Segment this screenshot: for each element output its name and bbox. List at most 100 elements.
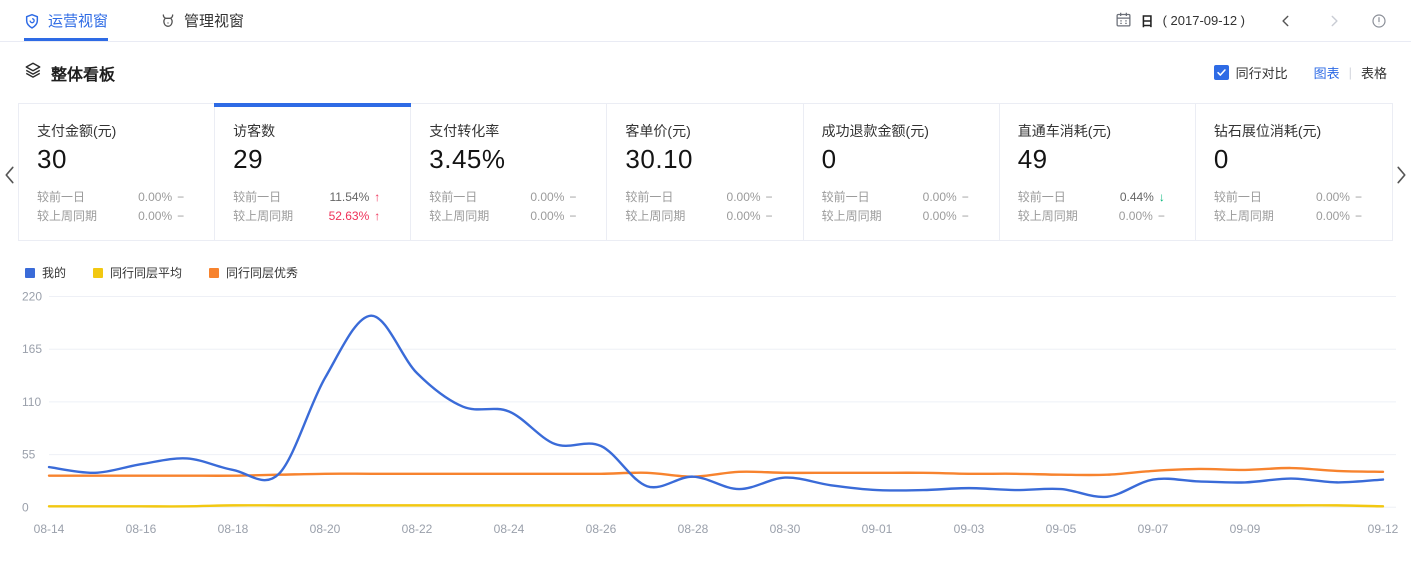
metric-cards-wrap: 支付金额(元) 30 较前一日 0.00% − 较上周同期 0.00% − 访客数 29 较前一日 1… [5,103,1406,241]
tab-label: 管理视窗 [184,13,245,30]
peer-compare-checkbox[interactable] [1213,65,1229,80]
metric-card-1[interactable]: 访客数 29 较前一日 11.54% ↑ 较上周同期 52.63% ↑ [214,103,412,240]
legend-item-2[interactable]: 同行同层优秀 [209,264,298,281]
x-axis-tick: 08-30 [770,522,801,536]
peer-compare-label[interactable]: 同行对比 [1235,66,1288,81]
x-axis-tick: 09-12 [1368,522,1399,536]
cards-scroll-left-icon[interactable] [3,165,16,185]
legend-swatch-icon [25,267,35,278]
trend-flat-icon: − [569,209,577,223]
compare-percent: 0.00% [726,190,761,204]
metric-compare-row: 较上周同期 0.00% − [822,207,981,226]
metric-compare-row: 较上周同期 0.00% − [1018,207,1177,226]
legend-swatch-icon [209,267,220,278]
x-axis-tick: 09-05 [1046,522,1077,536]
compare-percent: 0.00% [530,190,565,204]
metric-value: 30.10 [625,144,693,174]
metric-compare-rows: 较前一日 0.44% ↓ 较上周同期 0.00% − [1018,188,1177,226]
layers-icon [24,61,42,84]
metric-card-0[interactable]: 支付金额(元) 30 较前一日 0.00% − 较上周同期 0.00% − [19,104,216,240]
x-axis-tick: 08-24 [494,522,525,536]
metric-card-5[interactable]: 直通车消耗(元) 49 较前一日 0.44% ↓ 较上周同期 0.00% − [1000,104,1196,240]
metric-compare-row: 较前一日 0.00% − [429,188,588,207]
trend-down-icon: ↓ [1158,190,1165,204]
compare-row-label: 较前一日 [1017,190,1066,204]
active-card-indicator [214,103,412,107]
compare-row-label: 较上周同期 [821,209,882,223]
compare-row-label: 较前一日 [429,190,478,204]
next-date-button[interactable] [1327,14,1341,28]
y-axis-tick: 110 [22,395,41,409]
compare-row-label: 较前一日 [625,190,674,204]
metric-card-2[interactable]: 支付转化率 3.45% 较前一日 0.00% − 较上周同期 0.00% − [411,104,608,240]
cards-scroll-right-icon[interactable] [1395,165,1408,185]
metric-value: 3.45% [429,144,506,174]
compare-row-value: 52.63% ↑ [329,207,381,226]
legend-item-0[interactable]: 我的 [25,264,66,281]
legend-item-1[interactable]: 同行同层平均 [93,264,182,281]
metric-compare-rows: 较前一日 0.00% − 较上周同期 0.00% − [429,188,588,226]
tab-management-view[interactable]: 管理视窗 [160,0,244,41]
trend-up-icon: ↑ [374,209,381,223]
compare-row-value: 11.54% ↑ [329,188,380,207]
compare-row-label: 较上周同期 [429,209,490,223]
info-icon[interactable] [1371,13,1387,29]
compare-row-label: 较前一日 [1213,190,1262,204]
x-axis-tick: 08-14 [34,522,65,536]
metric-card-3[interactable]: 客单价(元) 30.10 较前一日 0.00% − 较上周同期 0.00% − [607,104,804,240]
nav-right-controls: 日 ( 2017-09-12 ) [1115,0,1387,41]
metric-compare-row: 较前一日 11.54% ↑ [233,188,392,207]
legend-label: 同行同层优秀 [226,266,299,280]
metric-compare-row: 较上周同期 0.00% − [625,207,784,226]
metric-label: 访客数 [233,123,276,139]
trend-flat-icon: − [1354,209,1362,223]
trend-flat-icon: − [765,190,773,204]
compare-row-label: 较上周同期 [1213,209,1274,223]
y-axis-tick: 0 [22,500,29,514]
x-axis-tick: 08-26 [586,522,617,536]
metric-compare-row: 较上周同期 0.00% − [1214,207,1374,226]
compare-row-label: 较上周同期 [625,209,686,223]
x-axis-tick: 08-20 [310,522,341,536]
metric-compare-rows: 较前一日 0.00% − 较上周同期 0.00% − [1214,188,1374,226]
metric-label: 成功退款金额(元) [821,123,929,139]
legend-label: 我的 [42,266,67,280]
x-axis-tick: 09-03 [954,522,985,536]
metric-compare-row: 较前一日 0.00% − [625,188,784,207]
x-axis-tick: 09-07 [1138,522,1169,536]
metric-label: 客单价(元) [625,123,691,139]
view-toggle-divider: | [1348,65,1352,80]
compare-row-label: 较前一日 [233,190,282,204]
metric-compare-row: 较前一日 0.44% ↓ [1018,188,1177,207]
trend-chart[interactable]: 0 55 110 165 220 08-14 08-16 08-18 08-20 08-22 08-… [0,281,1411,563]
compare-row-value: 0.00% − [1316,207,1362,226]
metric-card-6[interactable]: 钻石展位消耗(元) 0 较前一日 0.00% − 较上周同期 0.00% − [1196,104,1392,240]
compare-row-value: 0.44% ↓ [1120,188,1165,207]
view-toggle-chart[interactable]: 图表 [1313,66,1340,81]
metric-card-4[interactable]: 成功退款金额(元) 0 较前一日 0.00% − 较上周同期 0.00% − [804,104,1000,240]
series-line-同行同层平均 [47,504,1385,508]
toolbar-right: 同行对比 图表 | 表格 [1213,63,1387,82]
tab-operation-view[interactable]: 运营视窗 [24,0,109,41]
y-axis-tick: 220 [22,290,42,304]
y-axis-tick: 165 [22,342,42,356]
trend-flat-icon: − [1157,209,1165,223]
chart-legend: 我的 同行同层平均 同行同层优秀 [0,241,1411,281]
compare-row-value: 0.00% − [923,207,969,226]
compare-row-label: 较上周同期 [1017,209,1078,223]
view-toggle-table[interactable]: 表格 [1360,66,1387,81]
compare-row-value: 0.00% − [1119,207,1165,226]
compare-percent: 52.63% [328,209,370,223]
date-picker[interactable]: 日 ( 2017-09-12 ) [1115,11,1245,31]
metric-compare-row: 较上周同期 52.63% ↑ [233,207,392,226]
metric-value: 29 [233,144,264,174]
trend-up-icon: ↑ [374,190,381,204]
legend-swatch-icon [93,267,104,278]
compare-percent: 11.54% [329,190,370,204]
compare-percent: 0.00% [138,190,173,204]
prev-date-button[interactable] [1279,14,1293,28]
line-chart-canvas: 0 55 110 165 220 08-14 08-16 08-18 08-20 08-22 08-… [22,290,1399,537]
compare-row-value: 0.00% − [727,207,773,226]
metric-compare-row: 较上周同期 0.00% − [37,207,196,226]
